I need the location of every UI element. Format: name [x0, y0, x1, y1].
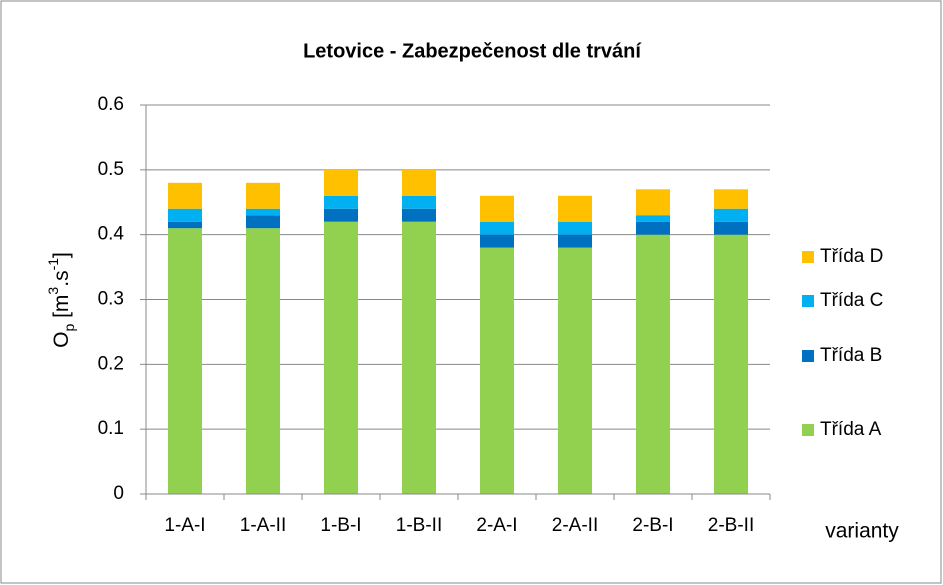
- bar-segment: [558, 247, 592, 494]
- bar-segment: [168, 208, 202, 222]
- bar-segment: [324, 208, 358, 222]
- bar-segment: [636, 215, 670, 222]
- bar-segment: [324, 169, 358, 196]
- bar-segment: [246, 208, 280, 216]
- x-tick-label: 1-A-I: [164, 515, 205, 536]
- bar-segment: [636, 221, 670, 235]
- x-tick-label: 2-B-II: [708, 515, 754, 536]
- bar-segment: [246, 182, 280, 209]
- bar-segment: [246, 228, 280, 494]
- x-tick-label: 2-B-I: [632, 515, 673, 536]
- bar-segment: [324, 221, 358, 494]
- legend-label: Třída A: [820, 419, 882, 440]
- bar-segment: [558, 195, 592, 222]
- x-tick-label: 1-A-II: [240, 515, 286, 536]
- x-tick-label: 1-B-I: [320, 515, 361, 536]
- bar-segment: [168, 182, 202, 209]
- legend-label: Třída B: [820, 345, 882, 366]
- bar-segment: [246, 215, 280, 229]
- y-label-part: ]: [50, 252, 73, 258]
- y-tick-label: 0.2: [98, 353, 124, 374]
- y-label-part: 3: [45, 287, 61, 295]
- y-label-part: -1: [45, 258, 61, 271]
- y-label-part: p: [61, 324, 77, 332]
- chart-title: Letovice - Zabezpečenost dle trvání: [303, 40, 642, 62]
- bar-segment: [558, 234, 592, 248]
- y-tick-label: 0.1: [98, 418, 124, 439]
- bar-segment: [402, 169, 436, 196]
- y-label-part: .s: [50, 270, 73, 286]
- legend-swatch: [802, 251, 814, 263]
- legend-label: Třída D: [820, 246, 883, 267]
- y-tick-label: 0.4: [98, 224, 125, 245]
- y-tick-label: 0.6: [98, 94, 124, 115]
- bar-segment: [480, 247, 514, 494]
- bar-segment: [636, 234, 670, 494]
- y-label-part: O: [50, 332, 73, 348]
- bar-segment: [714, 208, 748, 222]
- bar-segment: [480, 234, 514, 248]
- legend-swatch: [802, 424, 814, 436]
- legend-swatch: [802, 350, 814, 362]
- x-tick-label: 2-A-II: [552, 515, 598, 536]
- x-axis-label: varianty: [825, 520, 899, 543]
- bar-segment: [480, 221, 514, 235]
- x-tick-label: 2-A-I: [476, 515, 517, 536]
- bar-segment: [714, 189, 748, 209]
- bar-segment: [714, 234, 748, 494]
- y-tick-label: 0.3: [98, 289, 124, 310]
- bar-segment: [168, 228, 202, 494]
- bar-segment: [402, 195, 436, 209]
- bar-segment: [324, 195, 358, 209]
- y-tick-label: 0.5: [98, 159, 124, 180]
- x-tick-label: 1-B-II: [396, 515, 442, 536]
- bar-segment: [168, 221, 202, 229]
- legend-label: Třída C: [820, 290, 883, 311]
- bar-segment: [480, 195, 514, 222]
- bar-segment: [402, 221, 436, 494]
- y-axis-label: Op [m3.s-1]: [45, 252, 77, 348]
- bar-segment: [636, 189, 670, 216]
- bar-segment: [402, 208, 436, 222]
- bar-segment: [558, 221, 592, 235]
- legend-swatch: [802, 295, 814, 307]
- y-tick-label: 0: [113, 483, 124, 504]
- y-label-part: [m: [50, 295, 73, 324]
- bar-segment: [714, 221, 748, 235]
